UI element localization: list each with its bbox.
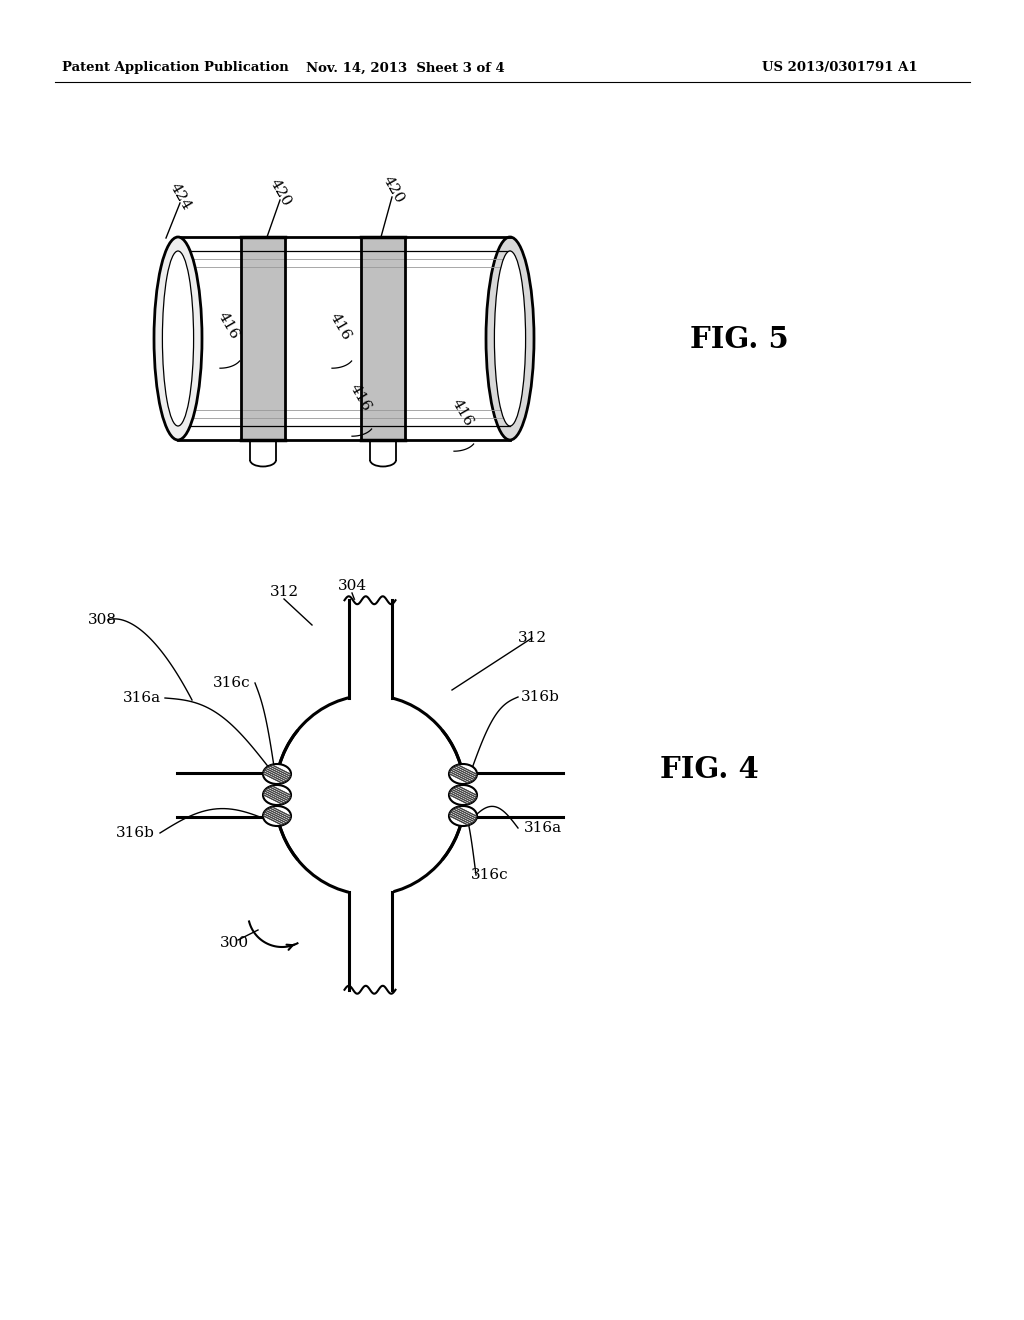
Text: 424: 424 <box>167 181 194 213</box>
Text: 308: 308 <box>88 612 117 627</box>
Ellipse shape <box>163 251 194 426</box>
Ellipse shape <box>263 785 291 805</box>
Text: 420: 420 <box>266 177 293 209</box>
Text: 416: 416 <box>347 381 374 414</box>
Text: 300: 300 <box>220 936 249 950</box>
Polygon shape <box>348 880 391 990</box>
Ellipse shape <box>449 807 477 826</box>
Text: 316b: 316b <box>116 826 155 840</box>
Text: 416: 416 <box>215 310 242 342</box>
Text: 416: 416 <box>449 397 475 429</box>
Ellipse shape <box>275 696 465 895</box>
Ellipse shape <box>486 238 534 440</box>
Ellipse shape <box>154 238 202 440</box>
Polygon shape <box>178 238 510 440</box>
Text: 316a: 316a <box>123 690 161 705</box>
Text: US 2013/0301791 A1: US 2013/0301791 A1 <box>762 62 918 74</box>
Text: Patent Application Publication: Patent Application Publication <box>62 62 289 74</box>
Text: Nov. 14, 2013  Sheet 3 of 4: Nov. 14, 2013 Sheet 3 of 4 <box>305 62 505 74</box>
Ellipse shape <box>449 764 477 784</box>
Polygon shape <box>348 601 391 710</box>
Polygon shape <box>361 238 406 440</box>
Text: 316b: 316b <box>520 690 559 704</box>
Text: 312: 312 <box>517 631 547 645</box>
Ellipse shape <box>263 764 291 784</box>
Text: 304: 304 <box>338 579 367 593</box>
Text: 316c: 316c <box>213 676 251 690</box>
Text: 316a: 316a <box>524 821 562 836</box>
Text: 420: 420 <box>380 174 407 206</box>
Text: FIG. 5: FIG. 5 <box>690 326 788 355</box>
Ellipse shape <box>449 785 477 805</box>
Polygon shape <box>241 238 285 440</box>
Ellipse shape <box>263 807 291 826</box>
Text: 416: 416 <box>327 310 353 343</box>
Text: FIG. 4: FIG. 4 <box>660 755 759 784</box>
Text: 312: 312 <box>269 585 299 599</box>
Ellipse shape <box>495 251 525 426</box>
Text: 316c: 316c <box>471 869 509 882</box>
